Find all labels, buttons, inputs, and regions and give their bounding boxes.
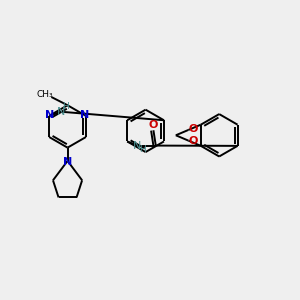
- Text: O: O: [189, 136, 198, 146]
- Text: O: O: [148, 120, 158, 130]
- Text: O: O: [189, 124, 198, 134]
- Text: N: N: [133, 141, 142, 151]
- Text: N: N: [57, 107, 65, 117]
- Text: N: N: [63, 158, 72, 167]
- Text: H: H: [139, 145, 146, 154]
- Text: N: N: [80, 110, 90, 120]
- Text: CH₃: CH₃: [37, 90, 53, 99]
- Text: N: N: [46, 110, 55, 120]
- Text: H: H: [62, 102, 69, 111]
